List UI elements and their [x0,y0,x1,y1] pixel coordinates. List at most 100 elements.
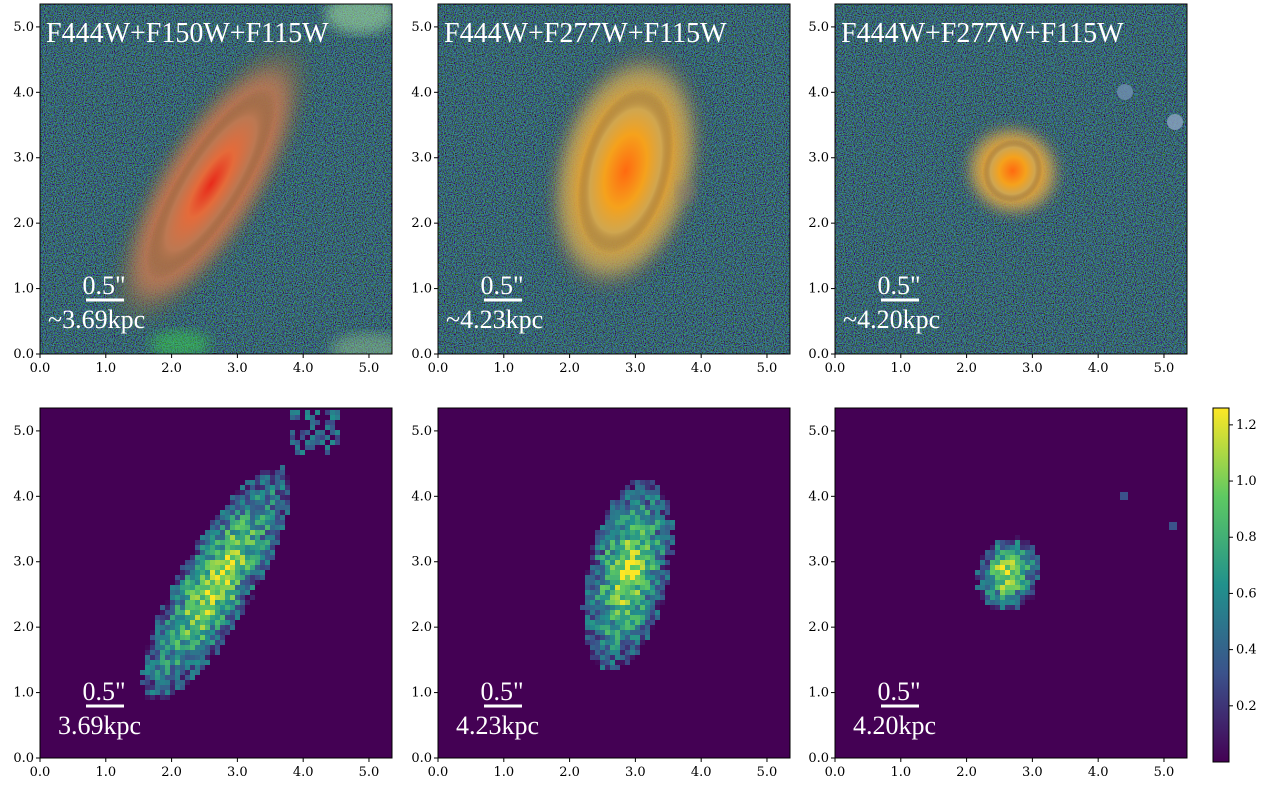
map-pixel [225,535,230,540]
map-pixel [330,430,335,435]
map-pixel [315,430,320,435]
map-pixel [175,595,180,600]
map-pixel [190,655,195,660]
map-pixel [200,565,205,570]
map-pixel [200,610,205,615]
map-pixel [180,650,185,655]
map-pixel [185,605,190,610]
map-pixel [255,515,260,520]
map-pixel [165,640,170,645]
map-pixel [235,535,240,540]
map-pixel [165,635,170,640]
map-pixel [160,615,165,620]
map-pixel [260,565,265,570]
map-pixel [145,695,150,700]
map-pixel [225,575,230,580]
map-pixel [245,540,250,545]
map-pixel [200,660,205,665]
map-pixel [255,475,260,480]
map-pixel [285,505,290,510]
map-pixel [275,490,280,495]
map-pixel [240,505,245,510]
map-pixel [230,615,235,620]
map-pixel [210,560,215,565]
map-pixel [310,425,315,430]
map-pixel [235,515,240,520]
y-tick-label: 5.0 [13,20,34,35]
map-pixel [215,605,220,610]
map-pixel [670,535,675,540]
x-tick-label: 1.0 [890,361,911,376]
map-pixel [270,510,275,515]
map-pixel [205,595,210,600]
map-pixel [185,625,190,630]
map-pixel [195,605,200,610]
scale-bar-label: 0.5" [82,271,125,300]
neighbor-source [330,333,392,354]
map-pixel [230,595,235,600]
map-pixel [160,625,165,630]
map-pixel [230,505,235,510]
map-pixel [175,585,180,590]
map-pixel [245,480,250,485]
map-pixel [170,600,175,605]
map-pixel [265,560,270,565]
map-pixel [155,690,160,695]
map-pixel [230,500,235,505]
map-pixel [330,440,335,445]
map-pixel [150,685,155,690]
map-pixel [210,615,215,620]
map-pixel [140,670,145,675]
map-pixel [150,690,155,695]
map-pixel [205,530,210,535]
map-pixel [185,630,190,635]
map-pixel [255,535,260,540]
map-pixel [190,605,195,610]
map-pixel [215,515,220,520]
map-pixel [255,575,260,580]
map-pixel [210,640,215,645]
x-tick-label: 1.0 [493,361,514,376]
map-pixel [310,440,315,445]
map-pixel [155,670,160,675]
map-pixel [230,555,235,560]
map-pixel [295,445,300,450]
map-pixel [230,565,235,570]
map-pixel [175,655,180,660]
map-pixel [175,650,180,655]
map-pixel [190,625,195,630]
map-pixel [155,635,160,640]
map-pixel [155,640,160,645]
map-pixel [245,485,250,490]
map-pixel [235,595,240,600]
map-pixel [185,590,190,595]
map-pixel [245,525,250,530]
map-pixel [220,520,225,525]
map-pixel [255,480,260,485]
map-pixel [290,440,295,445]
map-pixel [145,655,150,660]
map-pixel [210,625,215,630]
map-pixel [335,440,340,445]
map-pixel [190,635,195,640]
map-pixel [250,490,255,495]
map-pixel [215,540,220,545]
map-pixel [240,500,245,505]
map-pixel [260,555,265,560]
map-pixel [235,565,240,570]
map-pixel [225,555,230,560]
map-pixel [270,470,275,475]
map-pixel [225,585,230,590]
map-pixel [275,505,280,510]
map-pixel [275,500,280,505]
panel-title: F444W+F150W+F115W [46,18,329,49]
map-pixel [215,560,220,565]
map-pixel [215,530,220,535]
map-pixel [280,520,285,525]
map-pixel [265,535,270,540]
map-pixel [180,575,185,580]
map-pixel [235,580,240,585]
map-pixel [250,555,255,560]
map-pixel [145,665,150,670]
map-pixel [240,485,245,490]
